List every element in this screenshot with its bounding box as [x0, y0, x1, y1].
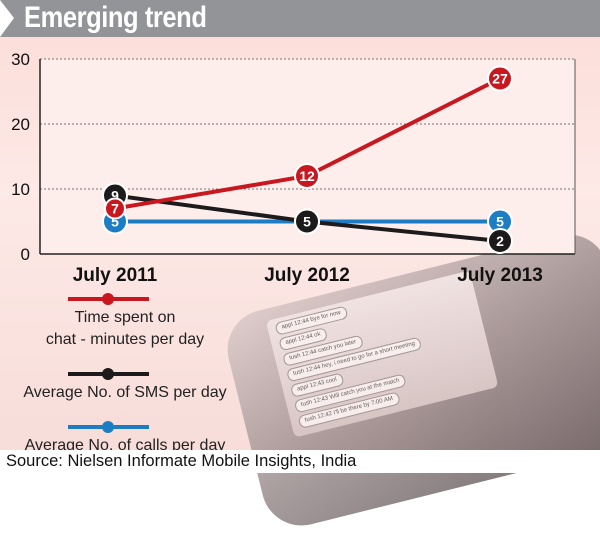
y-tick-label: 10 [11, 180, 30, 199]
y-tick-label: 20 [11, 115, 30, 134]
data-label: 7 [111, 201, 119, 217]
data-label: 27 [492, 71, 508, 87]
data-point [487, 228, 513, 254]
legend-swatch [68, 421, 149, 433]
x-tick-label: July 2012 [264, 265, 350, 286]
data-label: 12 [299, 168, 315, 184]
legend-label: Average No. of calls per day [24, 437, 226, 454]
data-label: 9 [111, 188, 119, 204]
legend-label: chat - minutes per day [45, 331, 205, 348]
source-note: Source: Nielsen Informate Mobile Insight… [0, 450, 600, 473]
data-label: 2 [496, 233, 504, 249]
data-label: 5 [303, 214, 311, 230]
data-point [487, 65, 513, 92]
legend-swatch [68, 293, 149, 305]
title-bar: Emerging trend [0, 0, 600, 37]
x-tick-label: July 2013 [457, 265, 543, 286]
legend-label: Average No. of SMS per day [23, 384, 227, 401]
y-tick-label: 30 [11, 50, 30, 69]
data-point [294, 208, 320, 235]
data-label: 5 [496, 214, 504, 230]
y-tick-label: 0 [21, 245, 30, 264]
data-point [104, 197, 126, 220]
x-tick-label: July 2011 [73, 265, 158, 286]
legend-label: Time spent on [74, 309, 176, 326]
data-label: 5 [111, 214, 119, 230]
legend-swatch [68, 368, 149, 380]
chart-title: Emerging trend [24, 1, 207, 34]
legend-dot [102, 293, 114, 305]
title-notch [0, 0, 14, 37]
legend-dot [102, 368, 114, 380]
legend-dot [102, 421, 114, 433]
data-point [294, 163, 320, 189]
